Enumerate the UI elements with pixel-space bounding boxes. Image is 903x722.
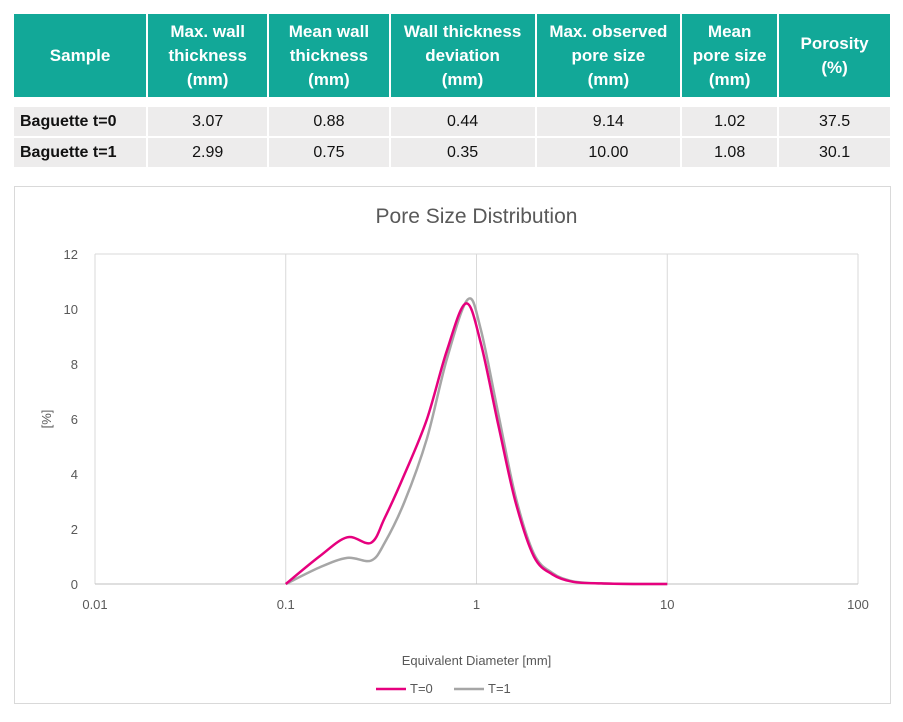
table-cell: 0.35 [390, 136, 535, 167]
header-line: Max. observed [549, 21, 668, 41]
y-tick-label: 0 [71, 577, 78, 592]
table-body: Baguette t=0 3.07 0.88 0.44 9.14 1.02 37.5 Bagu… [14, 97, 890, 167]
y-tick-label: 10 [64, 302, 78, 317]
legend-label: T=1 [488, 681, 511, 696]
chart-title: Pore Size Distribution [376, 205, 578, 228]
results-table: Sample Max. wall thickness (mm) Mean wall thi… [12, 14, 892, 167]
y-tick-label: 4 [71, 467, 78, 482]
table-row: Baguette t=0 3.07 0.88 0.44 9.14 1.02 37.5 [14, 105, 890, 136]
x-tick-label: 0.01 [82, 597, 107, 612]
spacer-cell [682, 97, 778, 105]
spacer-cell [390, 97, 535, 105]
header-line: (%) [821, 57, 848, 77]
table-cell: 37.5 [779, 105, 890, 136]
table-cell: 3.07 [148, 105, 268, 136]
legend-label: T=0 [410, 681, 433, 696]
spacer-cell [14, 97, 147, 105]
header-line: (mm) [708, 69, 751, 89]
y-tick-label: 6 [71, 412, 78, 427]
header-line: pore size [692, 45, 767, 65]
header-cell-3: Wall thickness deviation (mm) [390, 14, 535, 97]
table-cell: 2.99 [148, 136, 268, 167]
table-header-row: Sample Max. wall thickness (mm) Mean wall thi… [14, 14, 890, 97]
spacer-cell [779, 97, 890, 105]
spacer-cell [148, 97, 268, 105]
header-cell-4: Max. observed pore size (mm) [536, 14, 681, 97]
series-line-t0 [284, 302, 668, 586]
header-cell-0: Sample [14, 14, 147, 97]
table-cell: 0.44 [390, 105, 535, 136]
results-table-container: Sample Max. wall thickness (mm) Mean wall thi… [14, 14, 892, 167]
header-line: Max. wall [170, 21, 245, 41]
x-tick-label: 100 [847, 597, 869, 612]
spacer-cell [536, 97, 681, 105]
header-line: Mean wall [288, 21, 370, 41]
pore-size-chart: Pore Size Distribution 0.01 0.1 1 10 100 0 2 4 6 8… [14, 186, 891, 704]
spacer-cell [269, 97, 389, 105]
table-cell: 0.88 [269, 105, 389, 136]
table-cell: 1.08 [682, 136, 778, 167]
chart-svg: Pore Size Distribution 0.01 0.1 1 10 100 0 2 4 6 8… [39, 205, 869, 696]
header-cell-6: Porosity (%) [779, 14, 890, 97]
y-axis-title: [%] [39, 410, 54, 429]
x-tick-label: 10 [660, 597, 674, 612]
x-tick-label: 1 [473, 597, 480, 612]
y-tick-label: 12 [64, 247, 78, 262]
header-line: pore size [571, 45, 646, 65]
row-header-cell: Baguette t=0 [14, 105, 147, 136]
table-row: Baguette t=1 2.99 0.75 0.35 10.00 1.08 30.1 [14, 136, 890, 167]
header-cell-2: Mean wall thickness (mm) [269, 14, 389, 97]
header-line: (mm) [186, 69, 229, 89]
header-line: deviation [425, 45, 500, 65]
row-header-cell: Baguette t=1 [14, 136, 147, 167]
table-cell: 10.00 [536, 136, 681, 167]
header-line: (mm) [308, 69, 350, 89]
table-cell: 30.1 [779, 136, 890, 167]
table-cell: 1.02 [682, 105, 778, 136]
table-spacer-row [14, 97, 890, 105]
x-tick-label: 0.1 [277, 597, 295, 612]
header-cell-5: Mean pore size (mm) [682, 14, 778, 97]
header-cell-1: Max. wall thickness (mm) [148, 14, 268, 97]
header-line: thickness [289, 45, 369, 65]
header-line: (mm) [441, 69, 484, 89]
header-line: Porosity [800, 33, 869, 53]
x-axis-title: Equivalent Diameter [mm] [402, 653, 552, 668]
header-line: Wall thickness [403, 21, 522, 41]
header-line: (mm) [587, 69, 630, 89]
y-tick-label: 8 [71, 357, 78, 372]
table-cell: 0.75 [269, 136, 389, 167]
header-line: Mean [707, 21, 752, 41]
table-cell: 9.14 [536, 105, 681, 136]
y-tick-label: 2 [71, 522, 78, 537]
header-line: thickness [168, 45, 247, 65]
header-line: Sample [49, 45, 111, 65]
